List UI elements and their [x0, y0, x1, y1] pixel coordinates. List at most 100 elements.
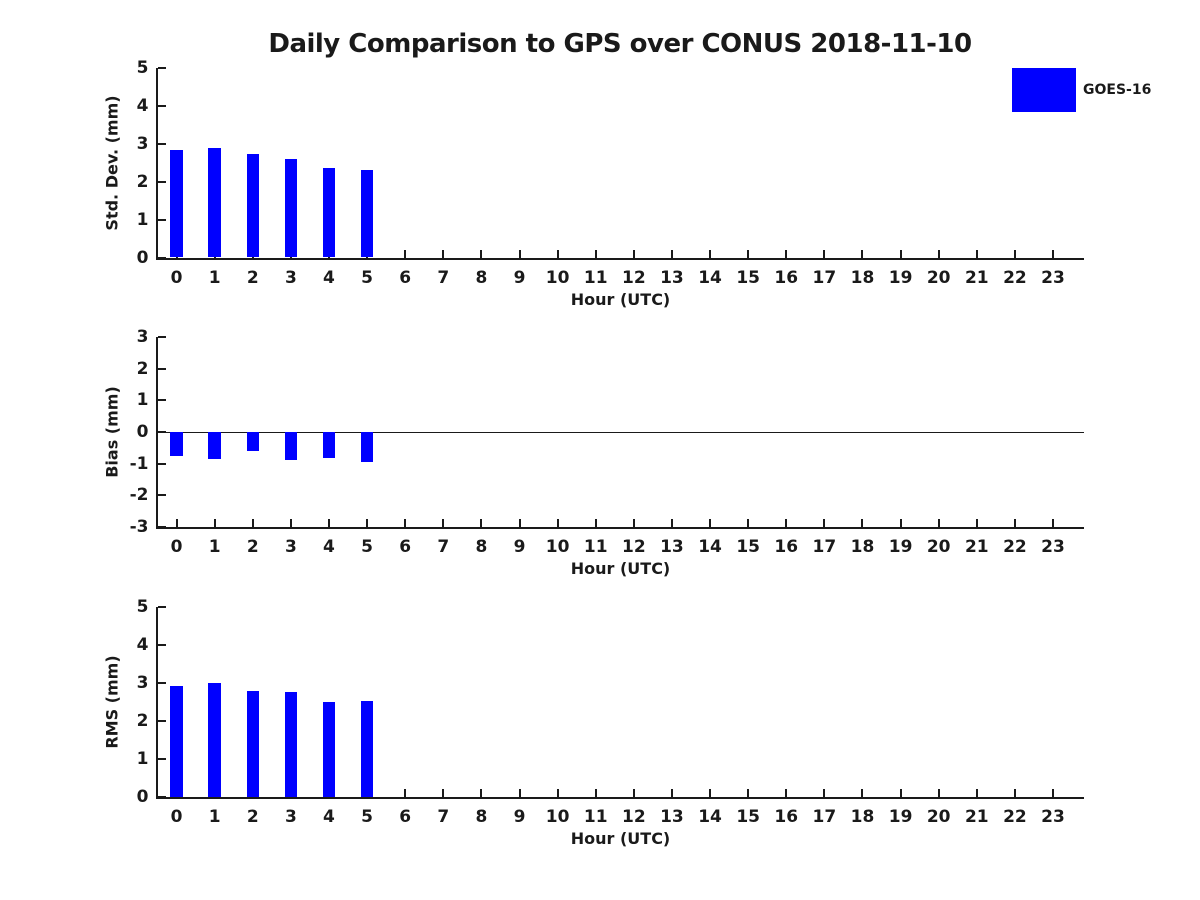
y-tick-label: -2	[129, 485, 149, 506]
x-tick	[366, 519, 369, 527]
x-tick	[823, 519, 826, 527]
x-tick	[899, 789, 902, 797]
x-tick-label: 15	[736, 267, 760, 288]
x-tick-label: 11	[583, 537, 608, 557]
x-tick-label: 14	[698, 537, 722, 557]
x-tick	[747, 249, 750, 258]
y-tick-label: 1	[136, 749, 149, 769]
x-tick-label: 20	[926, 807, 951, 827]
x-tick-label: 21	[964, 537, 989, 557]
y-tick	[157, 336, 166, 338]
x-tick-label: 16	[774, 267, 799, 288]
y-tick-label: 4	[136, 635, 149, 655]
x-tick	[785, 519, 788, 527]
x-tick	[594, 519, 597, 527]
x-tick-label: 5	[361, 807, 373, 827]
zero-line	[157, 431, 1084, 433]
y-tick-label: 3	[136, 327, 149, 347]
bar-hour-4	[322, 701, 336, 797]
x-tick	[747, 789, 750, 797]
x-tick-label: 23	[1041, 807, 1065, 827]
x-tick	[404, 519, 407, 527]
x-tick	[632, 789, 635, 797]
x-tick	[709, 789, 712, 797]
y-tick	[157, 180, 166, 183]
legend-series-label: GOES-16	[1083, 82, 1152, 98]
y-tick	[157, 644, 166, 646]
x-tick	[899, 519, 902, 527]
x-tick-label: 20	[926, 267, 951, 288]
x-tick	[518, 519, 521, 527]
x-tick	[480, 519, 483, 527]
x-tick-label: 19	[888, 267, 913, 288]
legend: GOES-16	[1012, 68, 1151, 112]
x-tick-label: 18	[850, 267, 875, 288]
x-tick-label: 6	[399, 267, 412, 288]
panel-rms-ylabel: RMS (mm)	[102, 655, 121, 749]
y-tick-label: 0	[136, 422, 149, 442]
x-tick-label: 11	[583, 807, 608, 827]
legend-color-swatch	[1012, 68, 1076, 112]
x-tick-label: 5	[361, 267, 373, 288]
panel-rms-xlabel: Hour (UTC)	[570, 829, 671, 848]
x-tick-label: 9	[513, 267, 526, 288]
x-tick-label: 23	[1041, 267, 1065, 288]
x-tick	[1013, 249, 1016, 258]
x-tick	[861, 519, 864, 527]
x-tick	[632, 249, 635, 258]
x-tick-label: 10	[545, 807, 570, 827]
y-tick-label: 3	[136, 673, 149, 693]
y-tick-label: 4	[136, 95, 149, 116]
x-tick	[404, 249, 407, 258]
x-tick-label: 22	[1003, 267, 1027, 288]
y-tick	[157, 758, 166, 760]
x-tick-label: 8	[475, 267, 488, 288]
x-tick-label: 19	[888, 537, 913, 557]
bar-hour-4	[322, 432, 336, 458]
y-tick	[157, 399, 166, 402]
x-tick-label: 18	[850, 537, 875, 557]
x-tick-label: 23	[1041, 537, 1065, 557]
x-tick	[899, 249, 902, 258]
bar-hour-0	[170, 149, 183, 258]
y-tick-label: 2	[136, 358, 149, 379]
y-tick-label: 1	[136, 209, 149, 230]
x-tick	[594, 789, 597, 797]
y-tick-label: 5	[136, 58, 149, 78]
y-tick	[157, 218, 166, 221]
x-tick-label: 3	[284, 537, 297, 557]
y-tick	[157, 682, 166, 684]
x-tick-label: 2	[246, 807, 259, 827]
y-tick	[157, 720, 166, 722]
bar-hour-4	[322, 168, 336, 258]
x-tick-label: 0	[170, 537, 183, 557]
x-tick	[823, 789, 826, 797]
bar-hour-2	[246, 690, 260, 797]
y-tick	[157, 462, 166, 465]
x-tick	[1052, 249, 1054, 258]
x-tick-label: 1	[208, 267, 221, 288]
x-tick	[670, 789, 673, 797]
y-tick	[157, 142, 166, 145]
x-tick-label: 6	[399, 807, 412, 827]
panel-bias-xlabel: Hour (UTC)	[570, 559, 671, 578]
x-tick	[518, 789, 521, 797]
x-tick	[480, 789, 483, 797]
panel-std-dev-xlabel: Hour (UTC)	[570, 289, 671, 309]
x-tick-label: 3	[284, 267, 297, 288]
x-tick-label: 6	[399, 537, 412, 557]
x-tick	[709, 249, 712, 258]
bar-hour-3	[284, 432, 298, 460]
y-tick-label: 2	[136, 711, 149, 731]
bar-hour-2	[246, 432, 260, 451]
x-tick	[1013, 519, 1016, 527]
bar-hour-0	[170, 432, 183, 456]
x-tick-label: 18	[850, 807, 875, 827]
x-tick-label: 12	[621, 537, 646, 557]
x-tick-label: 15	[736, 537, 760, 557]
x-tick-label: 12	[621, 807, 646, 827]
y-tick	[157, 526, 166, 528]
x-tick-label: 4	[323, 807, 335, 827]
x-tick-label: 13	[660, 267, 684, 288]
